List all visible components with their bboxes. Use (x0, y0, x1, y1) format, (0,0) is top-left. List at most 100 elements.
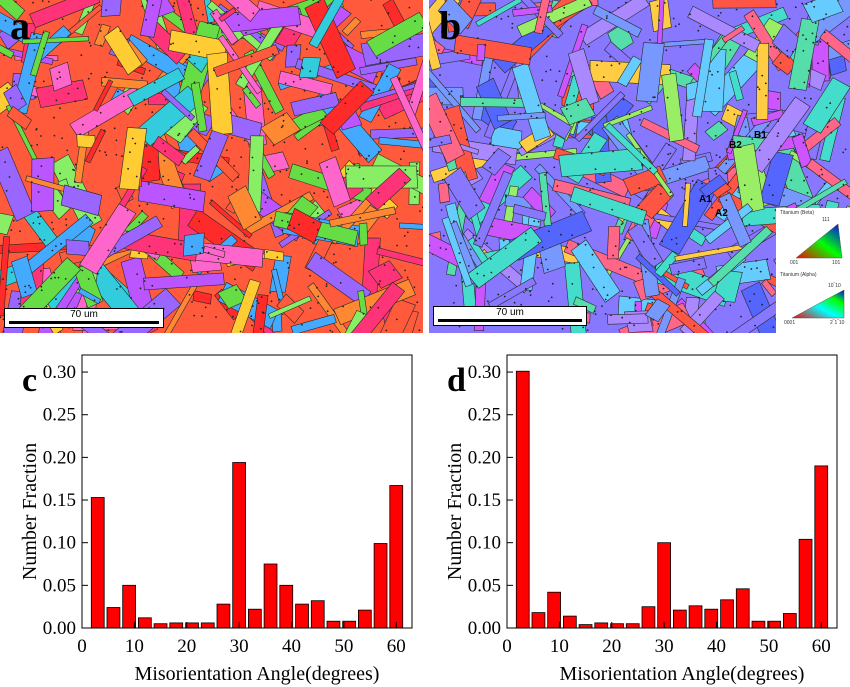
speckle (726, 183, 729, 186)
speckle (640, 208, 643, 211)
speckle (740, 315, 742, 318)
speckle (378, 283, 381, 285)
speckle (377, 151, 380, 153)
speckle (563, 6, 566, 9)
bar-c-14 (310, 600, 325, 629)
speckle (511, 22, 514, 25)
y-tick-label-c-0: 0.00 (43, 618, 76, 639)
speckle (40, 285, 43, 288)
speckle (332, 66, 335, 68)
speckle (142, 177, 145, 180)
speckle (749, 300, 751, 303)
speckle (106, 71, 108, 74)
speckle (115, 139, 118, 142)
speckle (756, 54, 758, 57)
speckle (459, 242, 462, 245)
speckle (138, 221, 141, 224)
speckle (204, 306, 207, 309)
speckle (320, 257, 322, 260)
y-tick-label-d-0: 0.00 (468, 618, 501, 639)
speckle (30, 144, 33, 147)
grain (103, 25, 143, 76)
speckle (117, 90, 119, 93)
speckle (173, 204, 176, 207)
speckle (817, 62, 819, 65)
speckle (105, 154, 108, 156)
y-axis-label-d: Number Fraction (444, 443, 466, 580)
speckle (633, 324, 635, 327)
speckle (323, 52, 326, 55)
speckle (744, 126, 747, 128)
speckle (614, 245, 617, 248)
speckle (535, 145, 538, 148)
speckle (153, 302, 156, 305)
speckle (284, 82, 287, 85)
x-tick-label-c-4: 40 (282, 636, 301, 657)
speckle (114, 187, 117, 190)
speckle (365, 157, 368, 160)
speckle (399, 158, 402, 161)
speckle (753, 27, 756, 30)
speckle (570, 115, 572, 117)
speckle (711, 73, 713, 76)
speckle (339, 282, 342, 284)
speckle (497, 293, 500, 296)
speckle (325, 283, 328, 285)
speckle (172, 42, 175, 45)
speckle (776, 135, 779, 138)
speckle (812, 41, 815, 44)
speckle (403, 181, 406, 184)
speckle (747, 103, 750, 106)
speckle (238, 24, 240, 26)
speckle (583, 4, 586, 6)
speckle (647, 235, 650, 237)
speckle (40, 165, 43, 168)
speckle (645, 145, 648, 148)
speckle (505, 195, 508, 198)
speckle (333, 253, 335, 256)
speckle (788, 18, 791, 20)
speckle (669, 191, 672, 194)
speckle (603, 286, 605, 289)
speckle (565, 108, 568, 110)
grain (209, 8, 239, 46)
speckle (138, 252, 141, 255)
speckle (458, 252, 461, 255)
speckle (286, 261, 289, 264)
speckle (245, 31, 247, 34)
speckle (234, 278, 236, 281)
speckle (709, 70, 711, 73)
speckle (290, 50, 293, 53)
speckle (306, 162, 308, 165)
speckle (745, 225, 748, 228)
speckle (139, 287, 142, 290)
speckle (665, 49, 668, 52)
speckle (251, 305, 254, 307)
speckle (249, 92, 251, 94)
speckle (805, 38, 807, 41)
grain (574, 91, 626, 143)
speckle (362, 312, 365, 315)
speckle (807, 69, 810, 72)
speckle (510, 223, 513, 226)
grain (707, 225, 773, 287)
speckle (580, 30, 583, 33)
speckle (513, 301, 516, 304)
speckle (280, 193, 283, 196)
speckle (545, 258, 547, 261)
speckle (639, 119, 641, 121)
speckle (261, 208, 263, 210)
speckle (733, 66, 735, 69)
speckle (758, 149, 761, 152)
speckle (553, 109, 555, 112)
speckle (269, 100, 271, 102)
speckle (846, 195, 849, 197)
speckle (627, 31, 630, 33)
bar-d-19 (814, 465, 829, 629)
speckle (720, 121, 723, 124)
speckle (138, 204, 141, 207)
speckle (317, 177, 320, 179)
speckle (173, 2, 176, 5)
grain (358, 222, 369, 246)
speckle (189, 197, 192, 199)
